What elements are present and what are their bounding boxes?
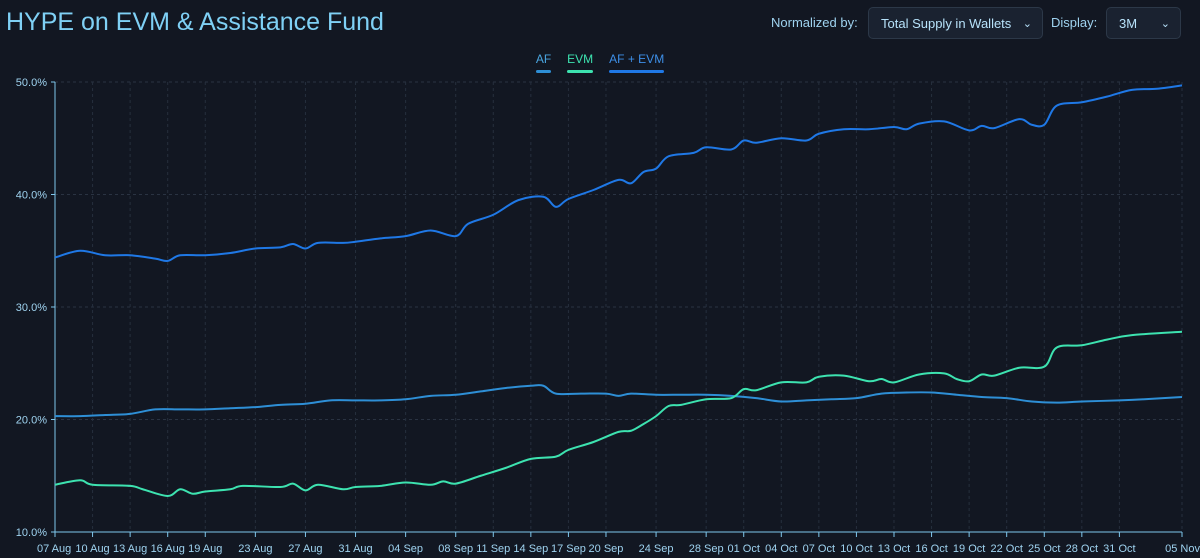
x-tick-label: 27 Aug [288, 543, 322, 555]
y-tick-label: 40.0% [16, 190, 47, 202]
y-tick-label: 10.0% [16, 527, 47, 539]
x-tick-label: 16 Aug [151, 543, 185, 555]
x-tick-label: 11 Sep [476, 543, 510, 555]
x-tick-label: 19 Oct [953, 543, 985, 555]
normalized-by-select[interactable]: Total Supply in Wallets ⌄ [868, 7, 1043, 39]
display-value: 3M [1119, 15, 1138, 31]
normalized-by-value: Total Supply in Wallets [881, 15, 1012, 31]
x-tick-label: 13 Aug [113, 543, 147, 555]
x-tick-label: 20 Sep [589, 543, 624, 555]
legend-label-evm: EVM [567, 52, 594, 66]
chevron-down-icon: ⌄ [1022, 17, 1032, 30]
x-tick-label: 16 Oct [915, 543, 947, 555]
x-tick-label: 23 Aug [238, 543, 272, 555]
x-tick-label: 31 Aug [338, 543, 372, 555]
x-tick-label: 14 Sep [513, 543, 548, 555]
x-tick-label: 24 Sep [639, 543, 674, 555]
x-tick-label: 04 Sep [388, 543, 423, 555]
legend-swatch-evm [567, 70, 594, 73]
legend-item-evm[interactable]: EVM [567, 52, 594, 73]
legend-swatch-af-evm [609, 70, 665, 73]
y-tick-label: 30.0% [16, 302, 47, 314]
series-line-evm [54, 330, 1183, 498]
x-tick-label: 10 Oct [840, 543, 872, 555]
x-tick-label: 17 Sep [551, 543, 586, 555]
x-tick-label: 13 Oct [878, 543, 910, 555]
x-tick-label: 22 Oct [990, 543, 1022, 555]
series-line-af-evm [54, 84, 1183, 262]
x-tick-label: 07 Aug [37, 543, 71, 555]
x-tick-label: 28 Oct [1066, 543, 1098, 555]
x-tick-label: 10 Aug [75, 543, 109, 555]
legend-label-af-evm: AF + EVM [609, 52, 665, 66]
page-title: HYPE on EVM & Assistance Fund [6, 8, 384, 36]
x-tick-label: 08 Sep [438, 543, 473, 555]
x-tick-label: 25 Oct [1028, 543, 1060, 555]
x-tick-label: 04 Oct [765, 543, 797, 555]
normalized-by-label: Normalized by: [771, 15, 858, 30]
x-tick-label: 31 Oct [1103, 543, 1135, 555]
chart-legend: AF EVM AF + EVM [0, 52, 1200, 73]
display-select[interactable]: 3M ⌄ [1106, 7, 1181, 39]
display-label: Display: [1051, 15, 1098, 30]
legend-item-af-evm[interactable]: AF + EVM [609, 52, 665, 73]
x-tick-label: 05 Nov [1165, 543, 1200, 555]
series-line-af [54, 384, 1183, 418]
x-tick-label: 28 Sep [689, 543, 724, 555]
x-tick-label: 19 Aug [188, 543, 222, 555]
y-tick-label: 20.0% [16, 415, 47, 427]
legend-swatch-af [535, 70, 552, 73]
legend-label-af: AF [535, 52, 552, 66]
x-tick-label: 01 Oct [728, 543, 760, 555]
legend-item-af[interactable]: AF [535, 52, 552, 73]
chevron-down-icon: ⌄ [1160, 17, 1170, 30]
x-tick-label: 07 Oct [803, 543, 835, 555]
y-tick-label: 50.0% [16, 77, 47, 89]
